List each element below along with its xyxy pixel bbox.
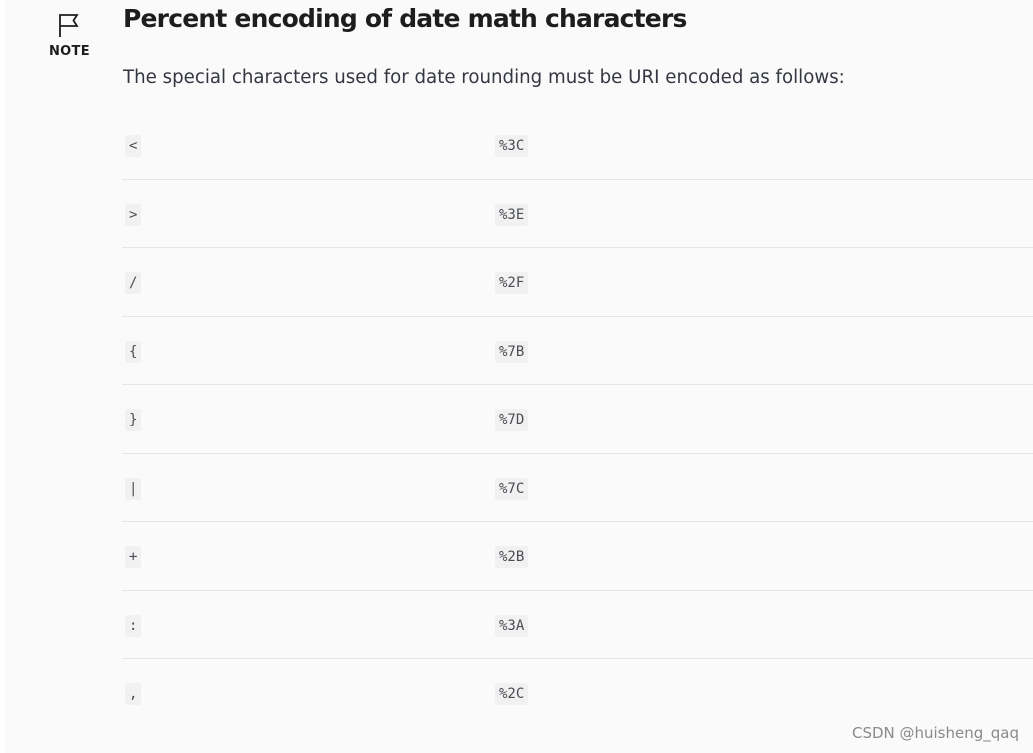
special-character: | (125, 477, 142, 500)
note-label: NOTE (49, 44, 90, 59)
encoded-value: %3A (495, 614, 529, 637)
special-character: } (125, 409, 142, 431)
encoded-value: %3C (495, 135, 529, 157)
table-row: , %2C (122, 659, 1033, 728)
special-character: > (125, 203, 142, 226)
table-row: / %2F (122, 248, 1033, 317)
special-character: + (125, 546, 142, 568)
encoded-value: %2C (495, 683, 529, 705)
table-row: + %2B (122, 522, 1033, 591)
note-callout: NOTE Percent encoding of date math chara… (5, 0, 1033, 753)
encoded-value: %2B (495, 546, 529, 568)
special-character: { (125, 340, 142, 363)
encoded-value: %7D (495, 409, 529, 431)
table-row: < %3C (122, 111, 1033, 180)
special-character: : (125, 614, 142, 637)
encoded-value: %3E (495, 203, 529, 226)
note-intro: The special characters used for date rou… (123, 67, 845, 88)
encoded-value: %2F (495, 272, 529, 294)
encoded-value: %7B (495, 340, 529, 363)
table-row: | %7C (122, 454, 1033, 522)
table-row: : %3A (122, 591, 1033, 659)
special-character: < (125, 135, 142, 157)
table-row: { %7B (122, 317, 1033, 385)
flag-icon (57, 12, 81, 38)
special-character: / (125, 272, 142, 294)
special-character: , (125, 683, 142, 705)
table-row: > %3E (122, 180, 1033, 248)
encoded-value: %7C (495, 477, 529, 500)
encoding-table: < %3C > %3E / %2F { %7B } %7D | %7C + %2… (122, 111, 1033, 728)
table-row: } %7D (122, 385, 1033, 454)
watermark: CSDN @huisheng_qaq (851, 724, 1019, 742)
note-title: Percent encoding of date math characters (123, 4, 687, 33)
